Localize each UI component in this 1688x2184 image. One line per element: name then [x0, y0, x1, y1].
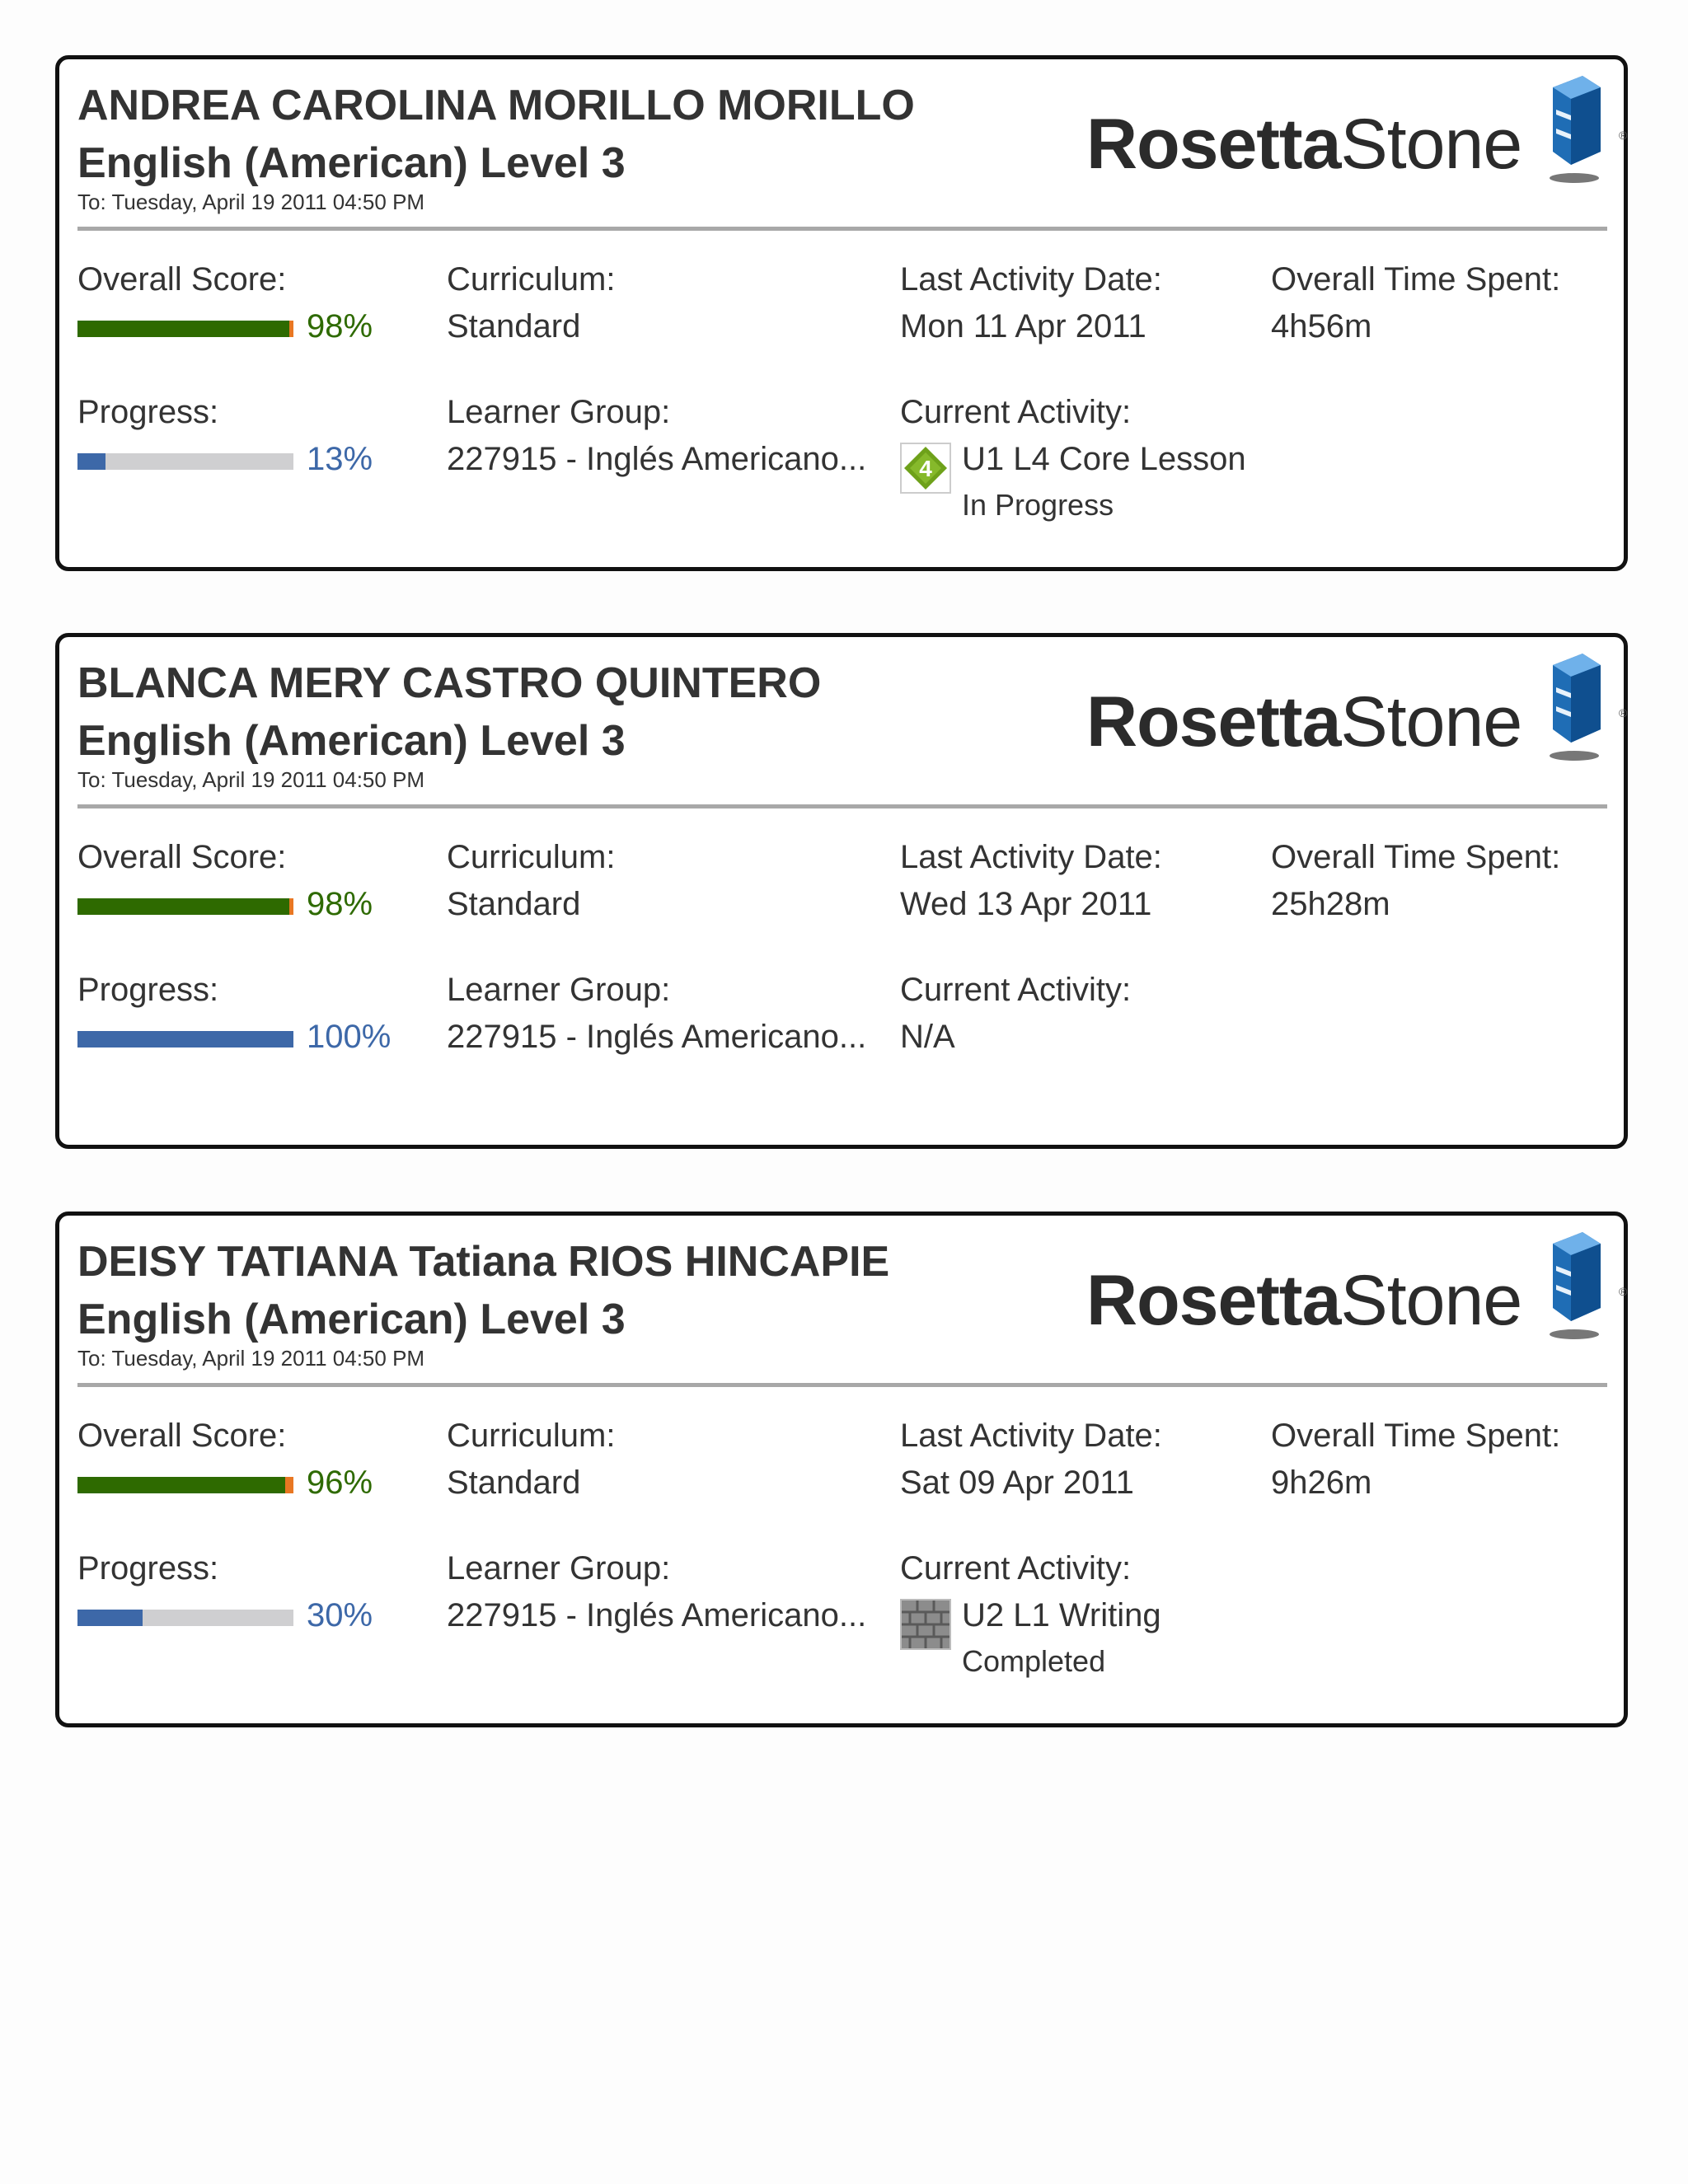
overall-time-spent-label: Overall Time Spent:: [1271, 839, 1561, 875]
last-activity-date-value: Wed 13 Apr 2011: [900, 886, 1152, 922]
overall-score-label: Overall Score:: [77, 1418, 287, 1454]
current-activity-label: Current Activity:: [900, 972, 1132, 1008]
score-fill: [77, 898, 289, 915]
overall-score-bar: [77, 898, 293, 915]
progress-fill: [77, 1031, 293, 1047]
overall-score-value: 96%: [307, 1465, 373, 1501]
header-divider: [77, 227, 1607, 231]
course-title: English (American) Level 3: [77, 717, 626, 765]
core-lesson-diamond-icon: 4: [900, 443, 951, 494]
curriculum-value: Standard: [447, 1465, 581, 1501]
last-activity-date-label: Last Activity Date:: [900, 1418, 1162, 1454]
learner-group-value: 227915 - Inglés Americano...: [447, 441, 867, 477]
progress-bar: [77, 1031, 293, 1047]
activity-status: Completed: [962, 1644, 1106, 1678]
rosetta-cube-icon: [1535, 1229, 1617, 1344]
rosetta-stone-logo: RosettaStone ®: [1032, 73, 1627, 196]
learner-name: BLANCA MERY CASTRO QUINTERO: [77, 659, 822, 707]
overall-score-bar: [77, 321, 293, 337]
overall-time-spent-value: 25h28m: [1271, 886, 1390, 922]
last-activity-date-label: Last Activity Date:: [900, 839, 1162, 875]
rosetta-stone-logo: RosettaStone ®: [1032, 1229, 1627, 1352]
score-fill: [77, 321, 289, 337]
current-activity-value: U1 L4 Core Lesson: [962, 441, 1246, 477]
overall-time-spent-label: Overall Time Spent:: [1271, 1418, 1561, 1454]
course-title: English (American) Level 3: [77, 1296, 626, 1343]
learner-card: DEISY TATIANA Tatiana RIOS HINCAPIE Engl…: [55, 1212, 1628, 1727]
progress-value: 100%: [307, 1019, 392, 1055]
current-activity-label: Current Activity:: [900, 394, 1132, 430]
progress-fill: [77, 1610, 143, 1626]
overall-score-bar: [77, 1477, 293, 1493]
learner-group-label: Learner Group:: [447, 1550, 671, 1586]
current-activity-value: U2 L1 Writing: [962, 1597, 1161, 1633]
overall-score-value: 98%: [307, 886, 373, 922]
progress-label: Progress:: [77, 1550, 219, 1586]
activity-status: In Progress: [962, 488, 1114, 522]
rosetta-cube-icon: [1535, 73, 1617, 188]
progress-value: 13%: [307, 441, 373, 477]
curriculum-value: Standard: [447, 308, 581, 344]
learner-name: ANDREA CAROLINA MORILLO MORILLO: [77, 82, 915, 129]
learner-card: ANDREA CAROLINA MORILLO MORILLO English …: [55, 55, 1628, 571]
learner-group-label: Learner Group:: [447, 394, 671, 430]
learner-group-value: 227915 - Inglés Americano...: [447, 1597, 867, 1633]
rosetta-cube-icon: [1535, 650, 1617, 766]
header-divider: [77, 1383, 1607, 1387]
curriculum-label: Curriculum:: [447, 261, 616, 298]
last-activity-date-label: Last Activity Date:: [900, 261, 1162, 298]
progress-label: Progress:: [77, 394, 219, 430]
header-divider: [77, 804, 1607, 808]
learner-group-label: Learner Group:: [447, 972, 671, 1008]
curriculum-label: Curriculum:: [447, 1418, 616, 1454]
progress-bar: [77, 1610, 293, 1626]
curriculum-value: Standard: [447, 886, 581, 922]
progress-value: 30%: [307, 1597, 373, 1633]
overall-time-spent-value: 9h26m: [1271, 1465, 1372, 1501]
overall-score-value: 98%: [307, 308, 373, 344]
score-fill: [77, 1477, 285, 1493]
overall-time-spent-label: Overall Time Spent:: [1271, 261, 1561, 298]
report-date: To: Tuesday, April 19 2011 04:50 PM: [77, 190, 425, 214]
learner-card: BLANCA MERY CASTRO QUINTERO English (Ame…: [55, 633, 1628, 1149]
svg-text:4: 4: [919, 456, 932, 481]
report-date: To: Tuesday, April 19 2011 04:50 PM: [77, 1346, 425, 1371]
overall-time-spent-value: 4h56m: [1271, 308, 1372, 344]
last-activity-date-value: Sat 09 Apr 2011: [900, 1465, 1134, 1501]
overall-score-label: Overall Score:: [77, 839, 287, 875]
current-activity-value: N/A: [900, 1019, 955, 1055]
learner-group-value: 227915 - Inglés Americano...: [447, 1019, 867, 1055]
progress-bar: [77, 453, 293, 470]
progress-fill: [77, 453, 106, 470]
learner-name: DEISY TATIANA Tatiana RIOS HINCAPIE: [77, 1238, 890, 1286]
overall-score-label: Overall Score:: [77, 261, 287, 298]
course-title: English (American) Level 3: [77, 139, 626, 187]
progress-label: Progress:: [77, 972, 219, 1008]
report-date: To: Tuesday, April 19 2011 04:50 PM: [77, 767, 425, 792]
last-activity-date-value: Mon 11 Apr 2011: [900, 308, 1146, 344]
writing-brick-icon: [900, 1599, 951, 1650]
current-activity-label: Current Activity:: [900, 1550, 1132, 1586]
rosetta-stone-logo: RosettaStone ®: [1032, 650, 1627, 774]
curriculum-label: Curriculum:: [447, 839, 616, 875]
